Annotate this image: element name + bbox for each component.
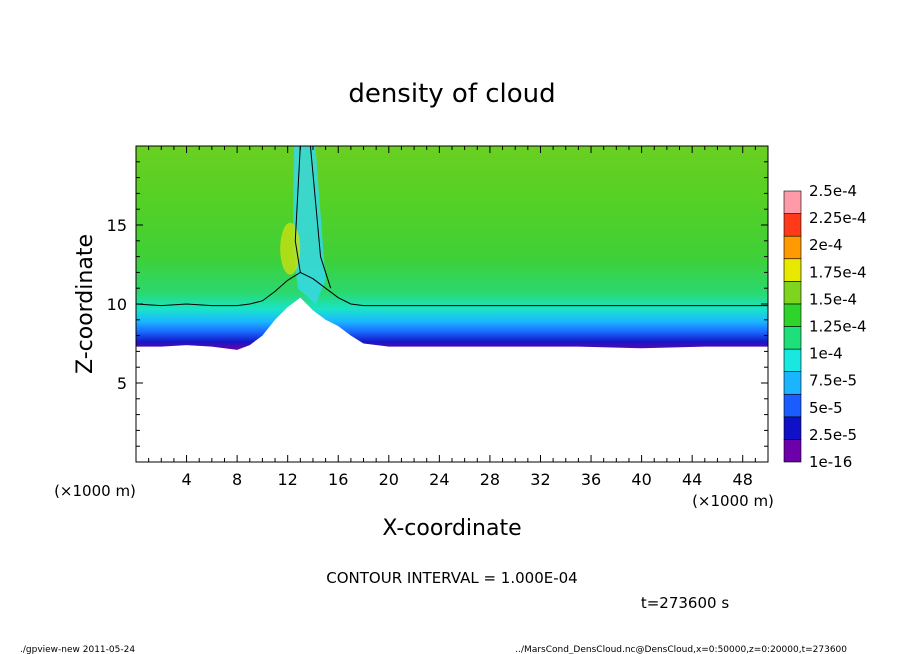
time-label: t=273600 s [641,594,729,612]
updraft-plume [292,146,326,304]
x-tick-label: 28 [480,470,500,489]
x-tick-label: 16 [328,470,348,489]
contour-line [294,146,301,273]
chart-title: density of cloud [348,79,555,109]
x-tick-label: 20 [379,470,399,489]
y-unit-label: (×1000 m) [54,482,136,500]
y-tick-label: 5 [117,374,127,393]
x-tick-label: 32 [530,470,550,489]
x-tick-label: 24 [429,470,449,489]
cloud-field [136,146,768,350]
colorbar-label: 1e-16 [809,453,852,471]
colorbar-swatch [783,416,802,440]
y-axis-label: Z-coordinate [73,234,98,374]
x-axis-label: X-coordinate [382,516,521,541]
colorbar-label: 1.5e-4 [809,290,857,308]
x-tick-label: 12 [278,470,298,489]
footer-right: ../MarsCond_DensCloud.nc@DensCloud,x=0:5… [515,645,847,654]
high-density-spot [280,222,301,275]
contour-line [309,146,332,289]
colorbar-swatch [783,281,802,305]
colorbar-label: 1.75e-4 [809,263,867,281]
plot-area [136,146,768,350]
colorbar: 1e-16 2.5e-5 5e-5 7.5e-5 1e-4 1.25e-4 1.5e-4 1.… [783,182,867,471]
colorbar-label: 5e-5 [809,399,843,417]
colorbar-label: 2.5e-4 [809,182,857,200]
x-axis: 4 8 12 16 20 24 28 32 36 40 44 48 [148,146,756,489]
colorbar-swatch [783,439,802,463]
colorbar-label: 7.5e-5 [809,372,857,390]
y-tick-label: 15 [107,216,127,235]
colorbar-swatch [783,303,802,327]
contour-line [136,271,768,307]
colorbar-swatch [783,258,802,282]
y-axis: 5 10 15 [107,161,768,447]
x-tick-label: 4 [181,470,191,489]
x-unit-label: (×1000 m) [692,492,774,510]
colorbar-label: 1e-4 [809,345,843,363]
x-tick-label: 40 [631,470,651,489]
footer-left: ./gpview-new 2011-05-24 [20,645,135,654]
colorbar-swatch [783,393,802,418]
y-tick-label: 10 [107,295,127,314]
colorbar-label: 1.25e-4 [809,318,867,336]
x-tick-label: 36 [581,470,601,489]
colorbar-swatch [783,348,802,372]
colorbar-swatch [783,326,802,350]
contour-interval-label: CONTOUR INTERVAL = 1.000E-04 [326,569,577,587]
x-tick-label: 48 [733,470,753,489]
colorbar-swatch [783,235,802,260]
colorbar-label: 2.25e-4 [809,209,867,227]
colorbar-swatch [783,213,802,237]
colorbar-swatch [783,190,802,214]
x-tick-label: 44 [682,470,702,489]
colorbar-swatch [783,371,802,395]
colorbar-label: 2.5e-5 [809,426,857,444]
x-tick-label: 8 [232,470,242,489]
colorbar-label: 2e-4 [809,236,843,254]
